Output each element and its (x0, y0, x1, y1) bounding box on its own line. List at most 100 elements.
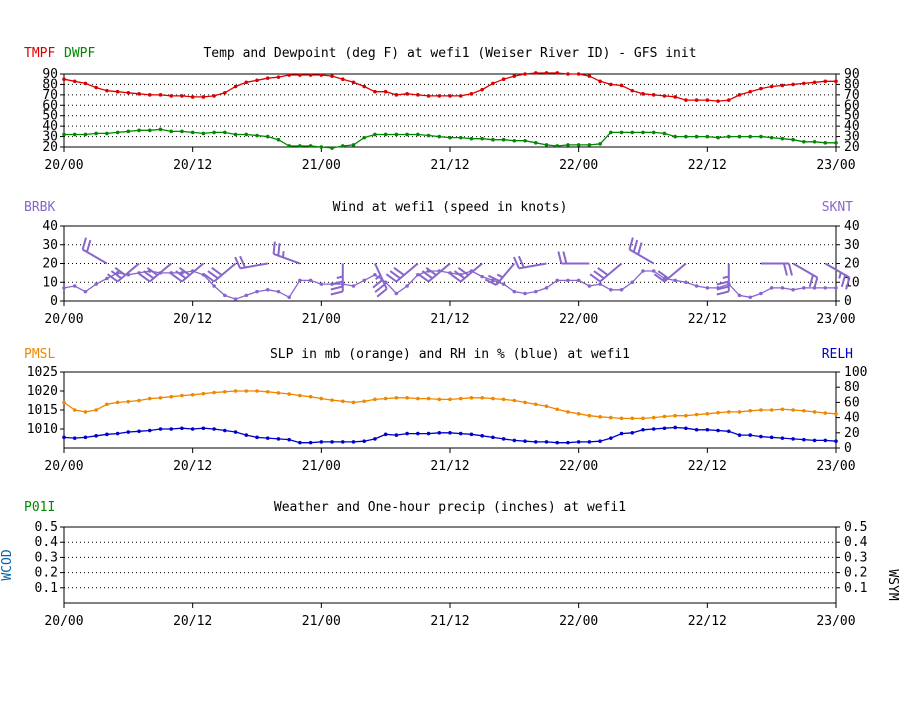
data-point-tmpf (351, 80, 356, 85)
data-point-dwpf (705, 134, 710, 139)
series-line-sknt (63, 270, 836, 300)
wind-barb-feather (812, 277, 819, 290)
legend-label: PMSL (24, 347, 55, 362)
data-point-tmpf (426, 94, 431, 98)
data-point-dwpf (802, 139, 806, 144)
wind-barb-feather (234, 256, 242, 269)
data-point-relh (684, 426, 688, 431)
x-tick-label: 21/00 (302, 312, 341, 327)
data-point-dwpf (212, 130, 216, 135)
data-point-pmsl (651, 415, 656, 420)
y-tick-label: 0.2 (35, 566, 58, 581)
data-point-sknt (684, 280, 688, 285)
data-point-sknt (512, 289, 517, 294)
data-point-tmpf (480, 87, 484, 92)
data-point-relh (265, 436, 270, 440)
y-tick-label: 0.3 (35, 550, 58, 565)
x-tick-label: 22/00 (559, 312, 598, 327)
data-point-relh (330, 440, 334, 444)
data-point-dwpf (694, 134, 699, 139)
data-point-relh (533, 440, 538, 444)
data-point-pmsl (72, 408, 77, 412)
data-point-tmpf (298, 73, 302, 77)
legend-label: TMPF (24, 46, 55, 61)
data-point-dwpf (448, 135, 452, 140)
data-point-tmpf (555, 71, 560, 75)
y-tick-label: 0.5 (35, 520, 58, 535)
data-point-pmsl (373, 397, 377, 402)
data-point-pmsl (147, 396, 152, 401)
data-point-sknt (255, 289, 259, 294)
y2-tick-label: 20 (844, 140, 860, 155)
wind-barb-feather (845, 277, 851, 290)
wind-barb-half-feather (375, 274, 382, 280)
y-tick-label: 50 (42, 109, 58, 124)
x-tick-label: 23/00 (816, 158, 855, 173)
wind-barb-feather (239, 255, 246, 268)
data-point-tmpf (190, 95, 195, 99)
data-point-dwpf (190, 130, 195, 135)
wind-barb-feather (453, 270, 466, 280)
wind-barb-half-feather (722, 275, 730, 279)
data-point-sknt (823, 286, 828, 290)
data-point-pmsl (769, 408, 774, 412)
legend-label: P01I (24, 500, 55, 515)
data-point-sknt (137, 271, 141, 275)
data-point-dwpf (244, 132, 249, 137)
data-point-tmpf (158, 93, 163, 97)
wind-barb-feather (787, 263, 793, 276)
data-point-pmsl (716, 410, 720, 415)
data-point-relh (287, 437, 291, 442)
x-tick-label: 20/12 (173, 459, 212, 474)
data-point-dwpf (105, 131, 109, 136)
panel-title: Temp and Dewpoint (deg F) at wefi1 (Weis… (203, 46, 696, 61)
data-point-relh (651, 427, 656, 431)
x-tick-label: 21/12 (430, 614, 469, 629)
data-point-tmpf (437, 94, 442, 98)
data-point-dwpf (630, 130, 635, 135)
data-point-dwpf (587, 143, 592, 147)
data-point-relh (83, 435, 88, 440)
data-point-sknt (233, 297, 238, 301)
data-point-pmsl (480, 396, 484, 400)
data-point-pmsl (169, 394, 174, 399)
series-line-pmsl (63, 390, 837, 420)
data-point-tmpf (630, 88, 635, 93)
data-point-pmsl (662, 414, 667, 419)
wind-barb-feather (484, 278, 497, 286)
data-point-tmpf (340, 77, 345, 82)
data-point-tmpf (383, 89, 388, 94)
data-point-dwpf (780, 136, 785, 141)
wind-barb-half-feather (281, 251, 285, 258)
x-tick-label: 20/00 (44, 459, 83, 474)
data-point-tmpf (416, 93, 420, 97)
data-point-dwpf (555, 144, 560, 148)
x-tick-label: 21/12 (430, 312, 469, 327)
data-point-tmpf (823, 79, 828, 84)
x-tick-label: 22/12 (688, 459, 727, 474)
data-point-pmsl (619, 416, 624, 421)
data-point-sknt (276, 289, 281, 294)
data-point-tmpf (394, 93, 399, 97)
data-point-dwpf (769, 135, 774, 140)
left-vertical-label: WCOD (0, 549, 15, 580)
wind-barb-feather (330, 280, 344, 286)
data-point-tmpf (115, 89, 120, 94)
x-tick-label: 20/12 (173, 158, 212, 173)
data-point-relh (555, 440, 560, 445)
data-point-pmsl (759, 408, 763, 412)
data-point-sknt (491, 278, 495, 283)
data-point-dwpf (501, 137, 506, 142)
data-point-dwpf (298, 144, 302, 148)
data-point-tmpf (533, 71, 538, 75)
data-point-pmsl (158, 396, 163, 400)
data-point-dwpf (394, 132, 399, 137)
data-point-tmpf (694, 98, 699, 102)
data-point-relh (201, 426, 206, 431)
data-point-tmpf (802, 81, 806, 86)
data-point-sknt (802, 286, 806, 290)
data-point-relh (244, 433, 249, 437)
wind-barb-feather (632, 239, 639, 253)
